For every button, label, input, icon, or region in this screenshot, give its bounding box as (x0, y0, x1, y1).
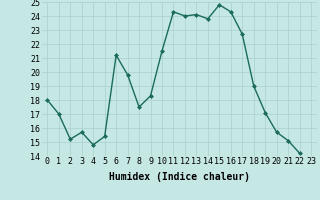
X-axis label: Humidex (Indice chaleur): Humidex (Indice chaleur) (109, 172, 250, 182)
